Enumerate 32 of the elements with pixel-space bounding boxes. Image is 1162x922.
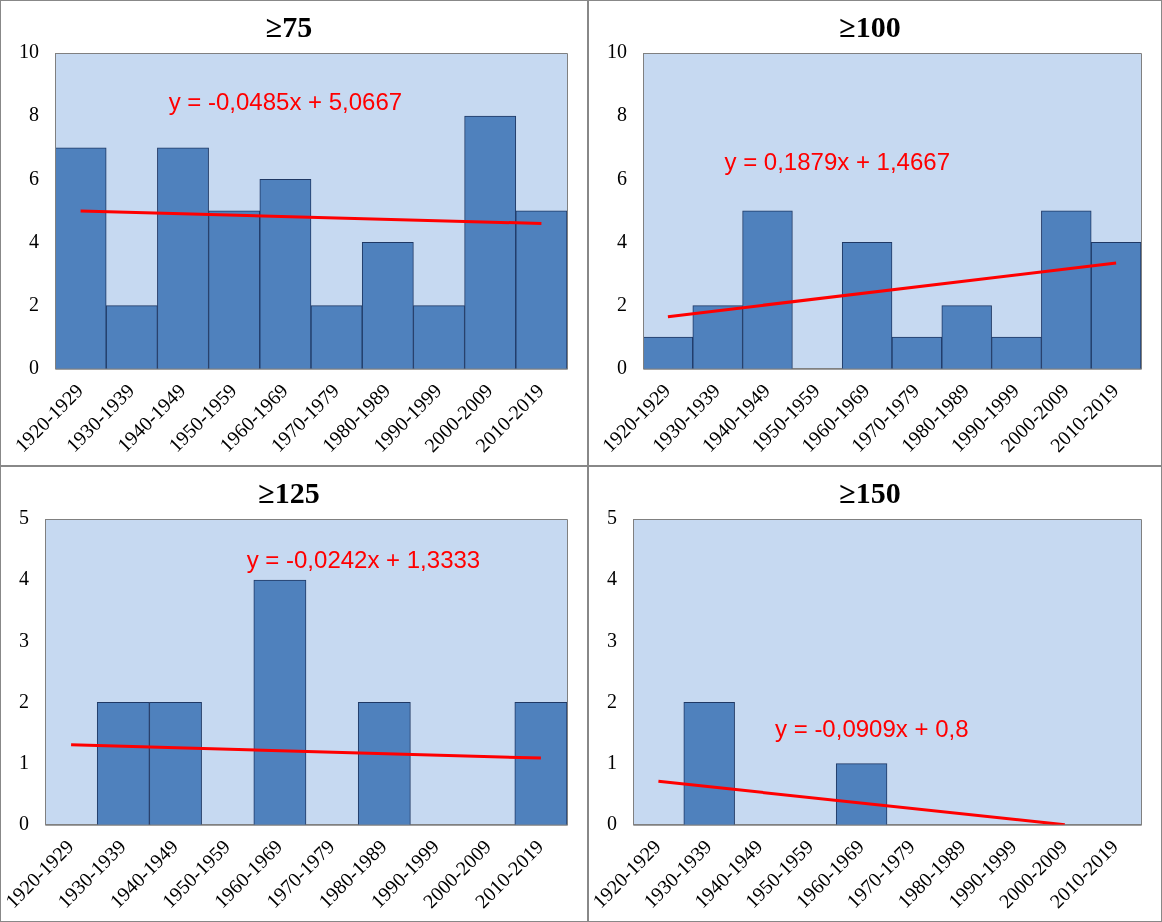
chart-title: ≥100 (839, 9, 901, 43)
y-tick-label: 0 (29, 356, 39, 378)
annotation: y = -0,0485x + 5,0667 (168, 88, 403, 116)
y-tick-label: 4 (19, 567, 29, 590)
y-tick-label: 3 (19, 628, 29, 651)
y-tick-label: 6 (29, 166, 39, 189)
annotation: y = -0,0909x + 0,8 (775, 714, 969, 742)
y-tick-label: 5 (19, 506, 29, 529)
y-tick-label: 3 (607, 628, 617, 651)
y-tick-label: 2 (617, 292, 627, 315)
y-tick-label: 8 (617, 103, 627, 126)
chart-title: ≥125 (258, 475, 320, 509)
y-tick-label: 6 (617, 166, 627, 189)
annotation: y = 0,1879x + 1,4667 (724, 148, 950, 176)
y-tick-label: 1 (607, 750, 617, 773)
y-tick-label: 8 (29, 103, 39, 126)
y-tick-label: 0 (19, 812, 29, 834)
y-tick-label: 5 (607, 506, 617, 529)
y-tick-label: 2 (29, 292, 39, 315)
chart-title: ≥150 (839, 475, 901, 509)
y-tick-label: 4 (29, 229, 39, 252)
y-tick-label: 10 (607, 40, 627, 63)
chart-title: ≥75 (265, 9, 313, 43)
y-tick-label: 2 (19, 689, 29, 712)
y-tick-label: 0 (617, 356, 627, 378)
y-tick-label: 10 (19, 40, 39, 63)
y-tick-label: 2 (607, 689, 617, 712)
y-tick-label: 4 (607, 567, 617, 590)
y-tick-label: 4 (617, 229, 627, 252)
y-tick-label: 0 (607, 812, 617, 834)
annotation: y = -0,0242x + 1,3333 (246, 546, 481, 574)
y-tick-label: 1 (19, 750, 29, 773)
